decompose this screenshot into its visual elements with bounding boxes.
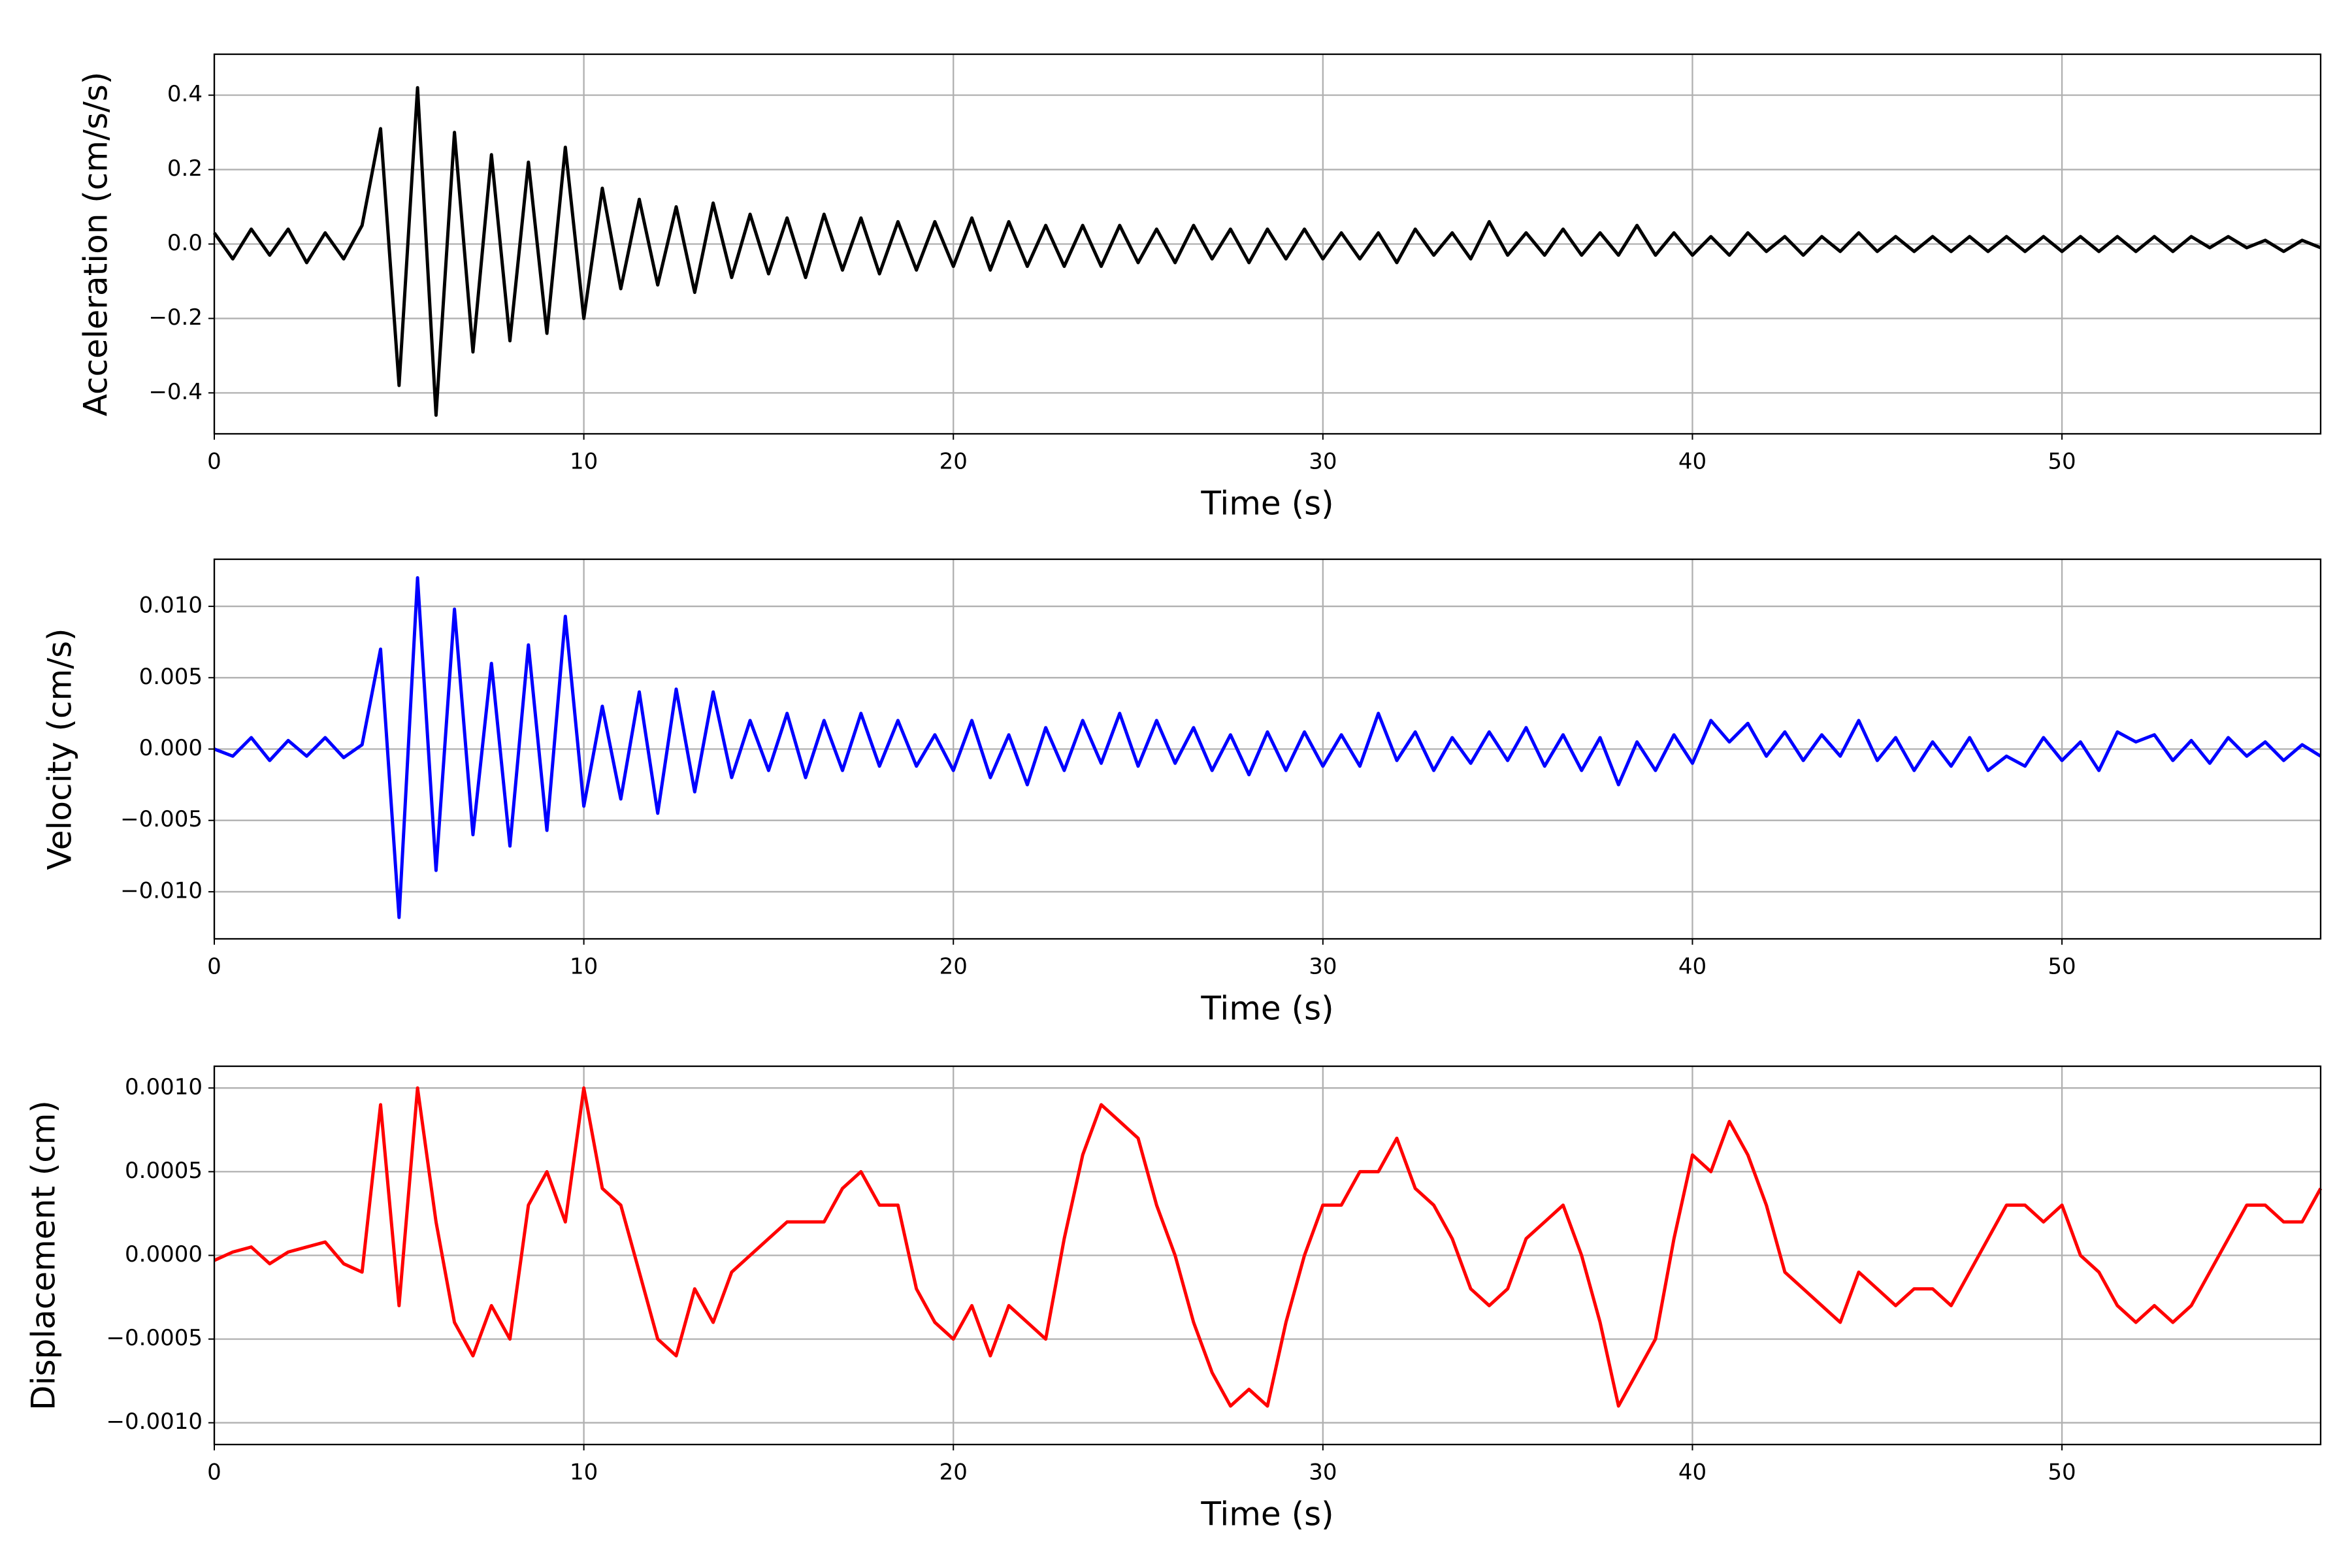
x-axis-label: Time (s) [1200,1495,1333,1533]
y-tick-label: −0.005 [120,806,203,832]
y-tick-label: 0.0 [167,230,203,256]
x-tick-label: 20 [939,954,968,980]
x-tick-label: 0 [207,1460,221,1486]
y-tick-label: 0.010 [139,593,203,619]
x-tick-label: 50 [2048,954,2076,980]
y-tick-label: −0.0010 [106,1409,203,1435]
axes-frame [213,558,2322,940]
y-tick-label: 0.0010 [125,1074,203,1100]
y-axis-label: Displacement (cm) [25,1100,63,1411]
x-tick-label: 10 [570,1460,598,1486]
x-tick-label: 50 [2048,1460,2076,1486]
y-tick-label: 0.0000 [125,1241,203,1267]
x-axis-label: Time (s) [1200,485,1333,523]
y-tick-label: 0.4 [167,81,203,107]
data-line [213,1086,2323,1408]
y-tick-label: −0.2 [148,304,203,331]
x-tick-label: 50 [2048,449,2076,475]
x-tick-label: 30 [1309,954,1337,980]
y-tick-label: 0.2 [167,155,203,182]
y-tick-label: 0.005 [139,664,203,690]
data-line [214,576,2322,919]
x-tick-label: 40 [1678,1460,1707,1486]
x-tick-label: 30 [1309,1460,1337,1486]
y-tick-label: 0.0005 [125,1158,203,1184]
x-tick-label: 20 [939,449,968,475]
x-tick-label: 10 [570,449,598,475]
x-tick-label: 40 [1678,954,1707,980]
y-tick-label: −0.010 [120,877,203,904]
x-tick-label: 40 [1678,449,1707,475]
y-axis-label: Acceleration (cm/s/s) [77,72,115,417]
x-tick-label: 10 [570,954,598,980]
x-tick-label: 20 [939,1460,968,1486]
axes-frame [213,53,2322,435]
axes-frame [213,1065,2322,1446]
x-tick-label: 0 [207,954,221,980]
x-axis-label: Time (s) [1200,990,1333,1028]
y-tick-label: −0.4 [148,379,203,405]
y-tick-label: 0.000 [139,735,203,761]
data-line [212,86,2321,417]
x-tick-label: 30 [1309,449,1337,475]
y-tick-label: −0.0005 [106,1325,203,1351]
x-tick-label: 0 [207,449,221,475]
y-axis-label: Velocity (cm/s) [41,628,79,870]
